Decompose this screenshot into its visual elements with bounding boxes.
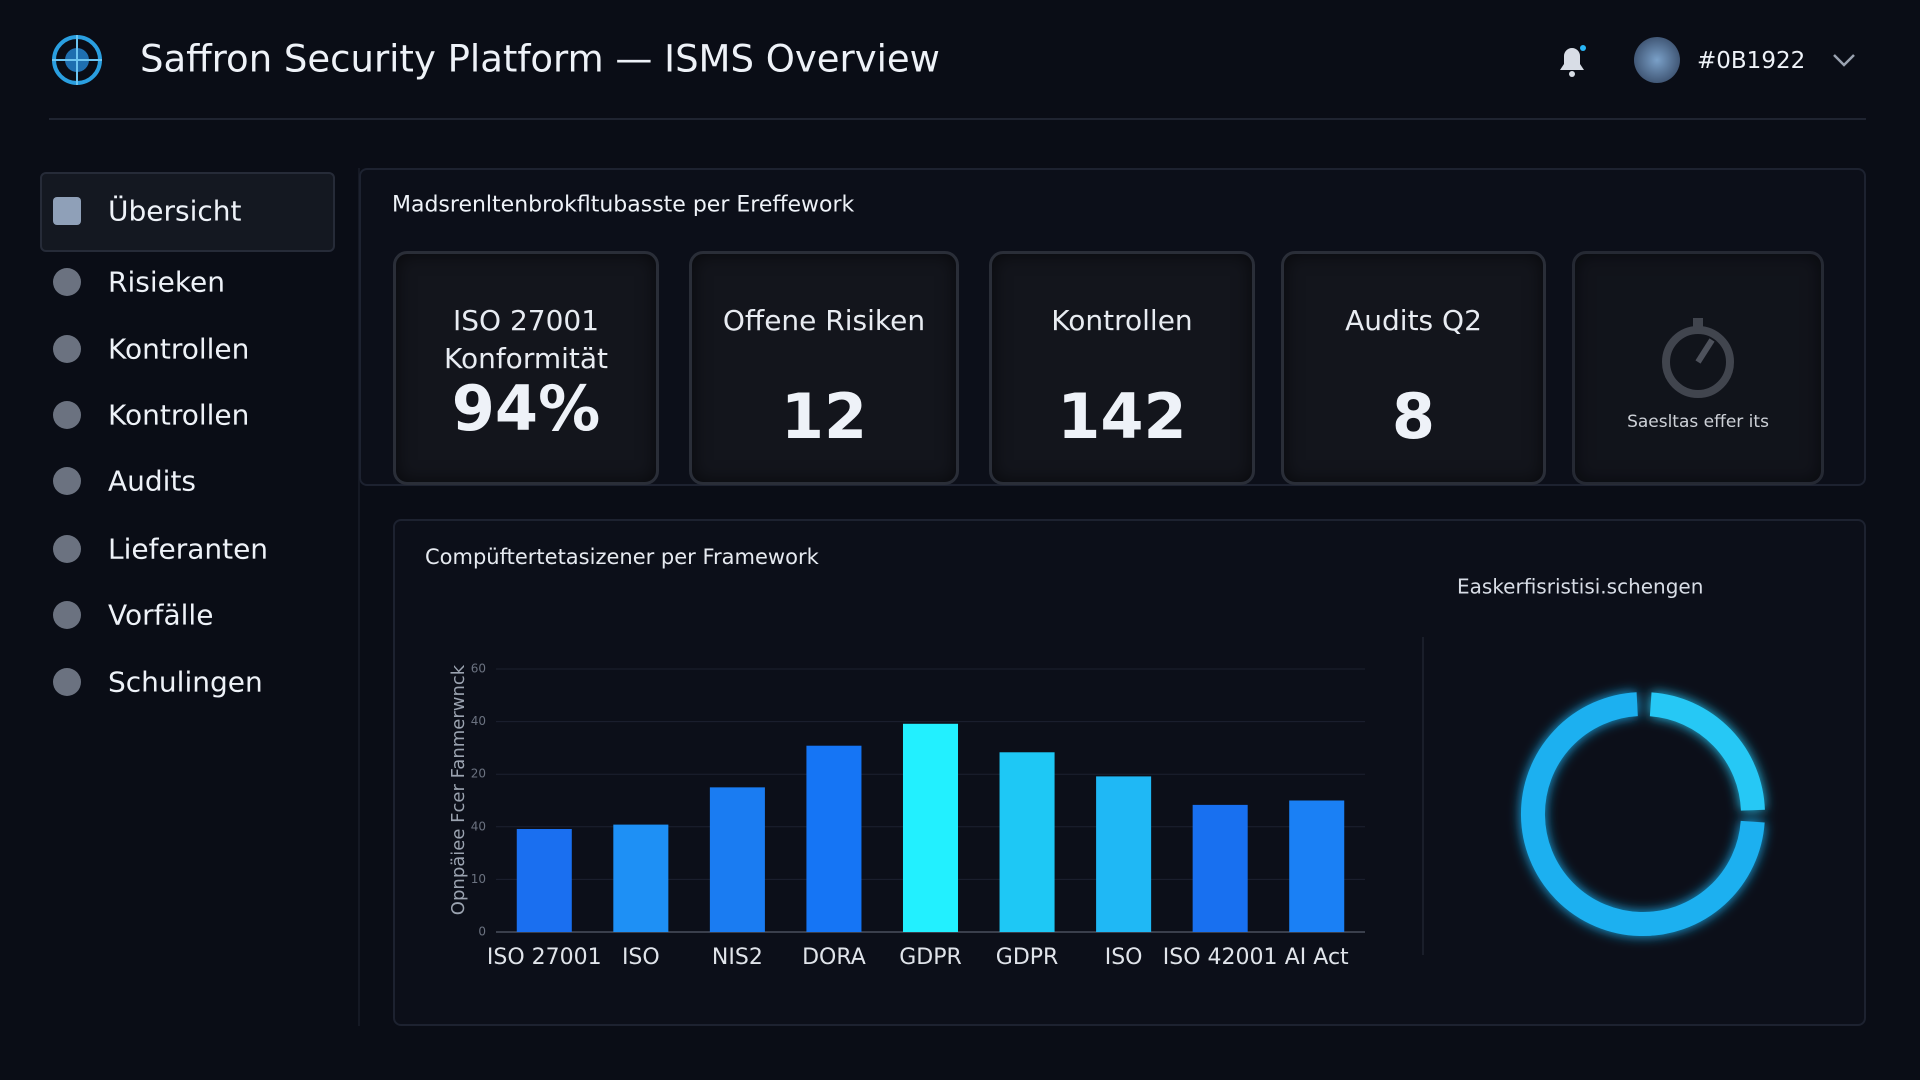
bar (902, 723, 959, 932)
nav-item[interactable]: Kontrollen (108, 332, 250, 366)
bar (1192, 804, 1248, 932)
nav-icon (53, 668, 81, 696)
card-label: Konformität (443, 342, 609, 375)
bar (516, 828, 572, 932)
nav-icon (53, 197, 81, 225)
card-label: Audits Q2 (1345, 304, 1482, 337)
chart-title: Compüftertetasizener per Framework (425, 545, 820, 569)
x-tick-label: ISO (1105, 945, 1143, 970)
nav-item[interactable]: Risieken (108, 265, 226, 299)
active-nav-item[interactable] (40, 172, 335, 252)
x-tick-label: NIS2 (712, 945, 763, 970)
bar (709, 787, 765, 932)
nav-icon (53, 535, 81, 563)
logo (52, 35, 102, 85)
card-label-wrap: Offene Risiken (692, 302, 956, 340)
donut-segment (1520, 692, 1765, 937)
y-tick-label: 0 (478, 925, 486, 939)
card-value: 94% (451, 372, 601, 445)
card-value: 12 (780, 380, 868, 453)
app-title: Saffron Security Platform — ISMS Overvie… (140, 37, 940, 81)
header-divider (49, 118, 1866, 120)
bar (1289, 800, 1345, 932)
user-menu-chevron[interactable] (1832, 52, 1856, 68)
stat-card: Offene Risiken 12 (689, 251, 959, 485)
y-tick-label: 40 (471, 714, 486, 728)
card-label: Saesltas effer its (1627, 412, 1769, 432)
donut-segment (1649, 692, 1765, 811)
user-name[interactable]: #0B1922 (1697, 48, 1806, 74)
donut-title: Easkerfisristisi.schengen (1457, 575, 1703, 599)
y-tick-label: 20 (471, 767, 486, 781)
chart: Compüftertetasizener per Framework Opnpä… (425, 545, 1765, 970)
nav-icon (53, 467, 81, 495)
chart-panel (393, 519, 1866, 1026)
card-value: 142 (1057, 380, 1187, 453)
nav-item[interactable]: Lieferanten (108, 532, 269, 566)
nav-item[interactable]: Audits (108, 464, 197, 498)
nav-icon (53, 335, 81, 363)
nav-icon (53, 268, 81, 296)
avatar[interactable] (1634, 37, 1680, 83)
y-tick-label: 60 (471, 662, 486, 676)
card-label-wrap: ISO 27001 Konformität (396, 302, 656, 378)
bar (806, 745, 862, 932)
stat-card: Saesltas effer its (1572, 251, 1824, 485)
x-tick-label: GDPR (996, 945, 1059, 970)
card-label-wrap: Audits Q2 (1284, 302, 1543, 340)
x-tick-label: AI Act (1285, 945, 1349, 970)
bar (1096, 776, 1152, 932)
y-axis-label: Opnpäiee Fcer Fanmerwnck (448, 664, 469, 915)
x-tick-label: ISO 42001 (1163, 945, 1278, 970)
x-tick-label: DORA (802, 945, 866, 970)
overview-title: Madsrenltenbrokfltubasste per Ereffework (392, 192, 855, 218)
x-tick-label: ISO (622, 945, 660, 970)
card-label: ISO 27001 (452, 304, 600, 337)
stat-card: ISO 27001 Konformität 94% (393, 251, 659, 485)
nav-item[interactable]: Schulingen (108, 665, 263, 699)
stat-card: Kontrollen 142 (989, 251, 1255, 485)
donut (1520, 692, 1765, 937)
bar (613, 824, 669, 932)
sidebar-divider (358, 168, 360, 1026)
nav-item[interactable]: Kontrollen (108, 398, 250, 432)
card-value: 8 (1391, 380, 1436, 453)
card-label: Kontrollen (1051, 304, 1193, 337)
x-tick-label: GDPR (899, 945, 962, 970)
card-label-wrap: Kontrollen (992, 302, 1252, 340)
nav-icon (53, 601, 81, 629)
nav-item[interactable]: Vorfälle (108, 598, 214, 632)
y-tick-label: 40 (471, 819, 486, 833)
y-tick-label: 10 (471, 872, 486, 886)
stat-card: Audits Q2 8 (1281, 251, 1546, 485)
nav-item[interactable]: Übersicht (108, 194, 242, 228)
card-label: Offene Risiken (722, 304, 926, 337)
notification-bell[interactable] (1552, 40, 1592, 80)
bar (999, 752, 1055, 932)
gauge-icon (1662, 318, 1734, 398)
x-tick-label: ISO 27001 (487, 945, 602, 970)
nav-icon (53, 401, 81, 429)
